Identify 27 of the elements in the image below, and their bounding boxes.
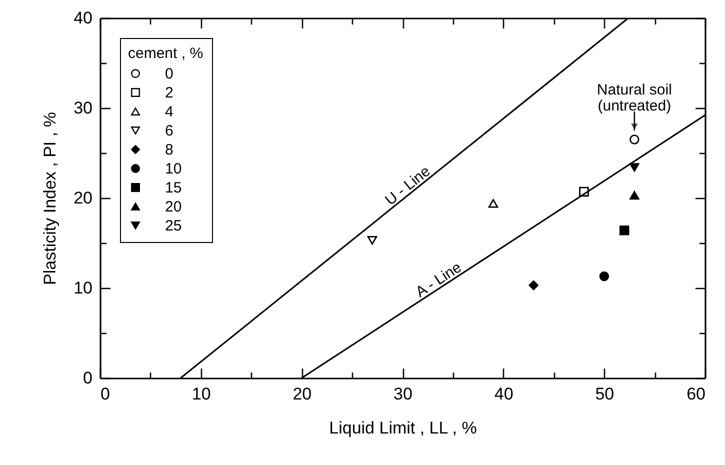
legend-title: cement , %: [128, 45, 204, 62]
x-tick-label: 30: [394, 384, 412, 404]
legend-label: 4: [165, 104, 174, 120]
legend-label: 2: [165, 84, 174, 102]
annotation: Natural soil (untreated): [596, 82, 672, 114]
legend-label: 6: [165, 122, 174, 140]
x-tick-label: 60: [686, 384, 706, 404]
legend-label: 15: [165, 180, 182, 196]
y-tick-label: 30: [74, 98, 92, 118]
y-tick-label: 0: [83, 368, 92, 388]
y-tick-label: 20: [74, 188, 92, 208]
x-tick-label: 0: [100, 384, 110, 404]
x-tick-label: 10: [192, 384, 211, 404]
annotation: A - Line: [412, 258, 465, 301]
x-axis-title: Liquid Limit , LL , %: [329, 418, 477, 438]
legend-label: 0: [165, 66, 174, 82]
x-tick-label: 20: [292, 384, 312, 404]
y-tick-label: 10: [74, 278, 92, 298]
annotation: U - Line: [382, 162, 434, 209]
legend-label: 25: [165, 218, 182, 234]
x-tick-label: 40: [494, 384, 514, 404]
y-tick-label: 40: [74, 8, 92, 28]
legend-label: 10: [165, 160, 182, 178]
legend-label: 8: [165, 142, 174, 158]
y-axis-title: Plasticity Index , PI , %: [40, 112, 60, 285]
x-tick-label: 50: [595, 384, 614, 404]
legend-label: 20: [165, 198, 182, 216]
